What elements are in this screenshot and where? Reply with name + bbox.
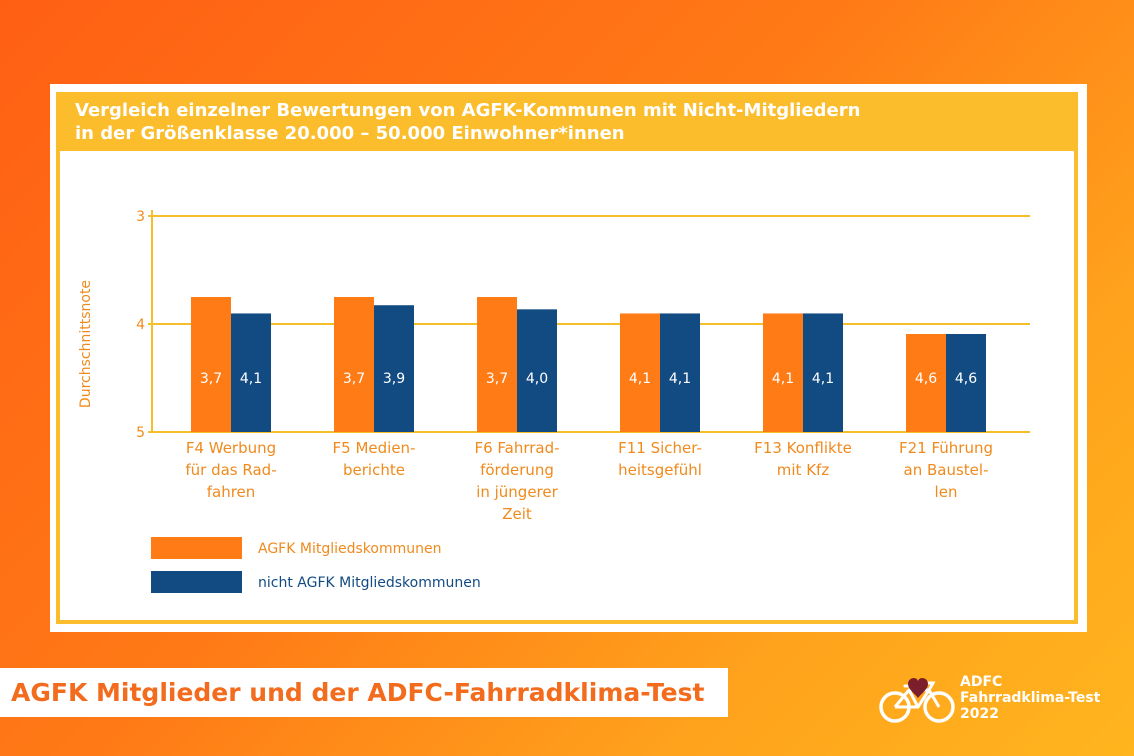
- y-tick-label: 5: [136, 425, 145, 441]
- chart-frame: [56, 92, 1078, 624]
- bar-value-label: 3,9: [383, 371, 405, 387]
- x-tick-label: an Baustel-: [904, 461, 989, 479]
- bar-nicht-agfk: [231, 313, 271, 432]
- x-tick-label: F13 Konflikte: [754, 439, 852, 457]
- x-tick-label: heitsgefühl: [618, 461, 702, 479]
- bar-nicht-agfk: [374, 305, 414, 432]
- bar-nicht-agfk: [517, 309, 557, 432]
- bar-nicht-agfk: [660, 313, 700, 432]
- bar-value-label: 4,1: [240, 371, 262, 387]
- bar-value-label: 4,1: [772, 371, 794, 387]
- legend-swatch: [151, 537, 242, 559]
- x-tick-label: F21 Führung: [899, 439, 993, 457]
- chart-title-line-1: Vergleich einzelner Bewertungen von AGFK…: [75, 100, 861, 121]
- brand-line-3: 2022: [960, 706, 999, 722]
- x-tick-label: förderung: [480, 461, 554, 479]
- bar-value-label: 3,7: [200, 371, 222, 387]
- bar-value-label: 4,1: [812, 371, 834, 387]
- x-tick-label: F6 Fahrrad-: [474, 439, 559, 457]
- bar-value-label: 3,7: [343, 371, 365, 387]
- bar-nicht-agfk: [803, 313, 843, 432]
- bar-agfk: [334, 297, 374, 432]
- bar-agfk: [477, 297, 517, 432]
- brand-line-2: Fahrradklima-Test: [960, 690, 1101, 706]
- brand-line-1: ADFC: [960, 674, 1003, 690]
- bar-value-label: 3,7: [486, 371, 508, 387]
- legend-label: AGFK Mitgliedskommunen: [258, 541, 441, 557]
- bar-agfk: [191, 297, 231, 432]
- bar-agfk: [763, 313, 803, 432]
- chart-title-bar: Vergleich einzelner Bewertungen von AGFK…: [56, 92, 1078, 151]
- x-tick-label: F11 Sicher-: [618, 439, 702, 457]
- y-tick-label: 3: [136, 209, 145, 225]
- x-tick-label: Zeit: [502, 505, 532, 523]
- bar-value-label: 4,6: [955, 371, 977, 387]
- legend-label: nicht AGFK Mitgliedskommunen: [258, 575, 481, 591]
- brand-logo: ADFC Fahrradklima-Test 2022: [876, 674, 1116, 734]
- x-tick-label: mit Kfz: [777, 461, 830, 479]
- x-tick-label: in jüngerer: [476, 483, 558, 501]
- footer-banner: AGFK Mitglieder und der ADFC-Fahrradklim…: [0, 668, 728, 717]
- bar-agfk: [620, 313, 660, 432]
- x-tick-label: berichte: [343, 461, 405, 479]
- bar-agfk: [906, 334, 946, 432]
- y-axis-label: Durchschnittsnote: [78, 280, 94, 408]
- x-tick-label: F5 Medien-: [333, 439, 416, 457]
- footer-title: AGFK Mitglieder und der ADFC-Fahrradklim…: [11, 678, 705, 707]
- bar-value-label: 4,0: [526, 371, 548, 387]
- x-tick-label: fahren: [207, 483, 256, 501]
- x-tick-label: len: [935, 483, 958, 501]
- x-tick-label: für das Rad-: [185, 461, 276, 479]
- bicycle-heart-icon: [879, 678, 955, 723]
- x-tick-label: F4 Werbung: [186, 439, 276, 457]
- bar-nicht-agfk: [946, 334, 986, 432]
- bar-value-label: 4,1: [629, 371, 651, 387]
- legend-swatch: [151, 571, 242, 593]
- bar-value-label: 4,6: [915, 371, 937, 387]
- bar-value-label: 4,1: [669, 371, 691, 387]
- brand-text: ADFC Fahrradklima-Test 2022: [960, 674, 1100, 722]
- y-tick-label: 4: [136, 317, 145, 333]
- chart-title-line-2: in der Größenklasse 20.000 – 50.000 Einw…: [75, 123, 625, 144]
